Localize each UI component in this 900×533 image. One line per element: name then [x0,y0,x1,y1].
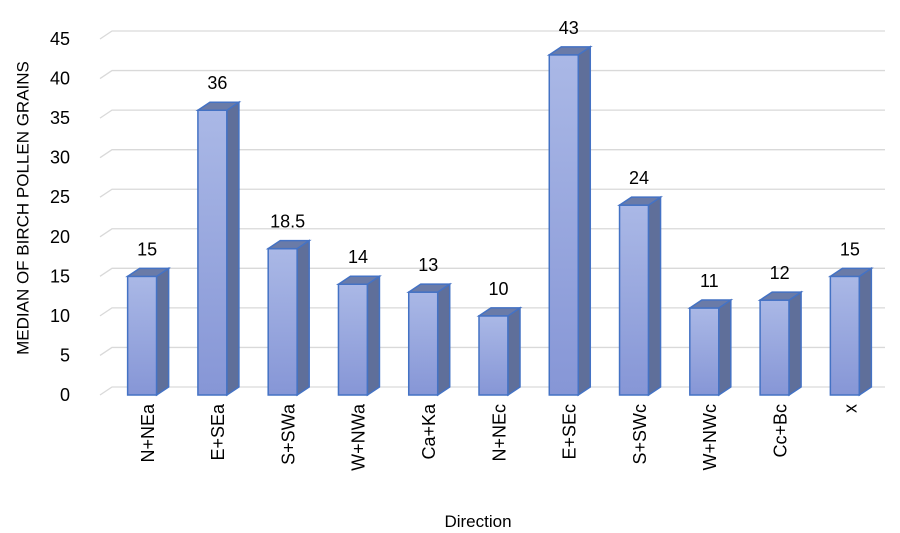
x-tick-label: x [841,404,861,413]
x-tick-label: E+SEc [560,404,580,460]
y-axis-tick-labels: 0 5 10 15 20 25 30 35 40 45 [50,29,70,405]
bar-front [689,307,720,396]
y-tick-label: 35 [50,108,70,128]
gridline [99,69,885,80]
gridline [99,30,885,40]
gridline [99,188,885,198]
gridlines [99,30,885,396]
bar-top [476,307,523,317]
data-label: 18.5 [270,212,305,232]
x-axis-tick-labels: N+NEa E+SEa S+SWa W+NWa Ca+Ka N+NEc E+SEc S+SWc… [138,403,861,471]
bar [406,282,453,397]
bar-top [125,267,172,278]
bar [476,306,523,397]
bar-side [788,290,802,397]
y-tick-label: 25 [50,187,70,207]
bar-front [407,291,439,396]
bar-top [827,267,874,278]
bar-side [436,282,451,397]
y-tick-label: 20 [50,227,70,247]
bar-side [577,45,592,397]
bar-top [265,239,312,250]
data-label: 14 [348,247,368,267]
bar-side [647,195,662,397]
data-label: 13 [418,255,438,275]
data-labels: 15 36 18.5 14 13 10 43 24 11 12 15 [137,18,860,299]
x-tick-label: S+SWa [278,403,298,465]
bar-front [197,109,228,396]
data-label: 11 [700,271,719,291]
bar-side [858,266,873,397]
bar-side [155,266,170,397]
bar-top [195,101,242,111]
data-label: 15 [137,239,157,259]
bar-side [718,298,732,397]
data-label: 36 [207,73,227,93]
y-axis-title: MEDIAN OF BIRCH POLLEN GRAINS [13,61,32,355]
bar [757,290,804,397]
x-axis-title: Direction [444,512,511,531]
bar [265,239,312,397]
bar [827,266,874,397]
y-tick-label: 30 [50,148,70,168]
bar-top [335,275,382,285]
bar [195,100,242,397]
x-tick-label: Cc+Bc [770,404,790,458]
bar-side [296,239,310,397]
y-tick-label: 0 [60,385,70,405]
bar-front [337,283,369,396]
bar-side [226,100,240,397]
x-tick-label: W+NWc [700,404,720,471]
bar-front [548,54,580,396]
bar-front [618,204,650,396]
bar-top [687,299,734,309]
bar [125,266,172,397]
data-label: 15 [840,239,860,259]
bar-top [617,196,664,206]
x-tick-label: N+NEc [489,404,509,462]
bar-top [406,283,453,293]
y-tick-label: 10 [50,306,70,326]
bar-front [267,247,298,396]
y-tick-label: 45 [50,29,70,49]
data-label: 43 [559,18,579,38]
gridline [99,149,885,159]
x-tick-label: Ca+Ka [419,403,439,460]
y-tick-label: 5 [60,345,70,365]
bar [617,195,664,397]
y-tick-label: 15 [50,266,70,286]
bar-top [757,291,804,301]
data-label: 12 [770,263,790,283]
bar-side [507,306,521,397]
y-tick-label: 40 [50,69,70,89]
gridline [99,109,885,119]
bar-side [366,274,381,397]
x-tick-label: S+SWc [630,404,650,465]
x-tick-label: E+SEa [208,403,228,461]
x-tick-label: W+NWa [349,403,369,471]
bar-top [546,46,593,56]
bar-front [478,315,509,396]
data-label: 10 [488,279,508,299]
data-label: 24 [629,168,649,188]
bar [687,298,734,397]
bar-front [829,275,861,396]
bar-front [759,299,790,396]
bar [335,274,382,397]
x-tick-label: N+NEa [138,403,158,463]
bar-front [126,275,158,396]
bars [125,45,874,397]
bar [546,45,593,397]
